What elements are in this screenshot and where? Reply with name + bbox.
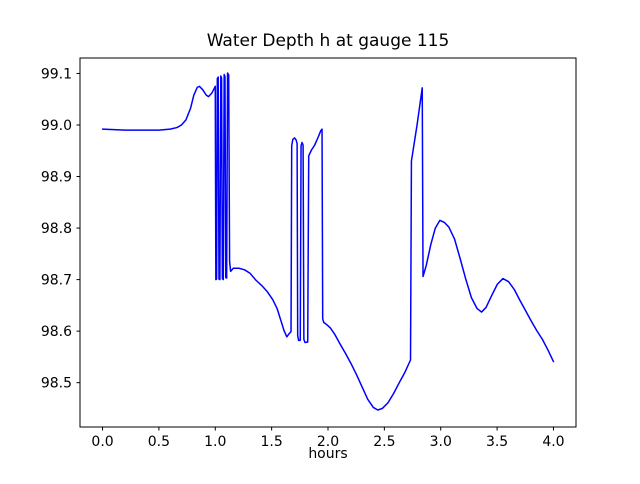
x-tick-label: 3.5 <box>486 434 508 450</box>
y-axis-ticks: 98.5 98.6 98.7 98.8 98.9 99.0 99.1 <box>41 66 80 392</box>
x-axis-label: hours <box>308 446 347 462</box>
x-tick-label: 1.5 <box>261 434 283 450</box>
x-tick-label: 2.5 <box>373 434 395 450</box>
y-tick-label: 98.8 <box>41 221 72 237</box>
y-tick-label: 98.6 <box>41 324 72 340</box>
x-tick-label: 1.0 <box>204 434 226 450</box>
depth-line-series <box>101 72 555 411</box>
x-axis-ticks: 0.0 0.5 1.0 1.5 2.0 2.5 3.0 3.5 4.0 <box>91 427 565 450</box>
x-tick-label: 3.0 <box>430 434 452 450</box>
y-tick-label: 99.1 <box>41 66 72 82</box>
chart-title: Water Depth h at gauge 115 <box>207 31 450 51</box>
plot-area <box>79 57 577 428</box>
y-tick-label: 99.0 <box>41 118 72 134</box>
y-tick-label: 98.5 <box>41 376 72 392</box>
y-tick-label: 98.9 <box>41 170 72 186</box>
x-tick-label: 0.5 <box>148 434 170 450</box>
x-tick-label: 0.0 <box>91 434 113 450</box>
x-tick-label: 2.0 <box>317 434 339 450</box>
y-tick-label: 98.7 <box>41 273 72 289</box>
x-tick-label: 4.0 <box>542 434 564 450</box>
